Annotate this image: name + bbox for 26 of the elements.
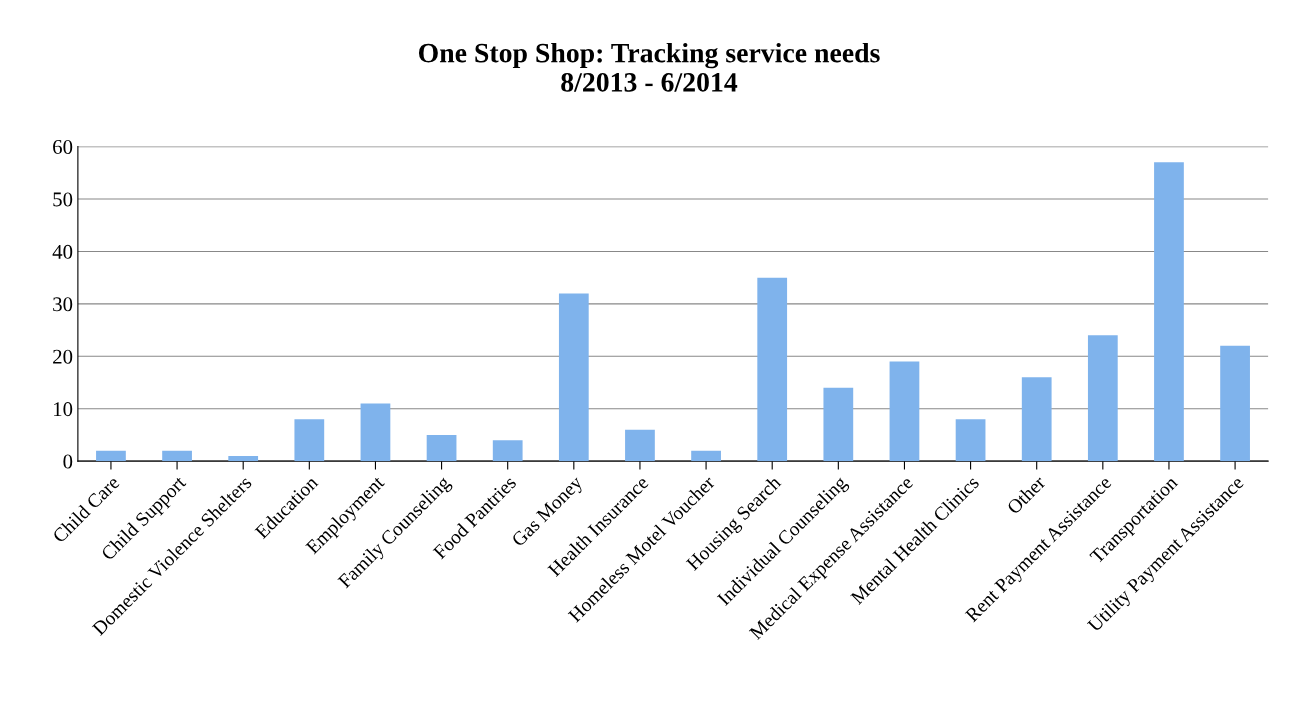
bar xyxy=(294,419,325,462)
y-tick-label: 40 xyxy=(52,244,73,259)
bar xyxy=(1220,345,1250,462)
y-tick-label: 60 xyxy=(53,139,73,155)
bar xyxy=(492,440,523,462)
bar xyxy=(1021,377,1052,462)
bar xyxy=(889,361,920,462)
bar xyxy=(360,403,391,462)
y-tick-label: 20 xyxy=(53,349,73,364)
y-tick-label: 50 xyxy=(53,192,73,207)
y-tick-label: 30 xyxy=(53,297,73,312)
bar xyxy=(162,450,192,462)
bar xyxy=(1154,162,1184,462)
bar xyxy=(691,450,721,462)
bar xyxy=(625,429,655,462)
y-tick-label: 10 xyxy=(54,402,73,417)
bar xyxy=(823,387,854,462)
bar xyxy=(1087,335,1118,462)
bar xyxy=(96,450,126,462)
bar xyxy=(955,419,986,462)
bar xyxy=(426,434,457,462)
chart-title: One Stop Shop: Tracking service needs 8/2013 - 6/2014 xyxy=(418,42,880,92)
y-tick-label: 0 xyxy=(63,454,73,469)
bar xyxy=(558,293,589,462)
bar xyxy=(228,455,259,462)
bar xyxy=(757,277,788,462)
